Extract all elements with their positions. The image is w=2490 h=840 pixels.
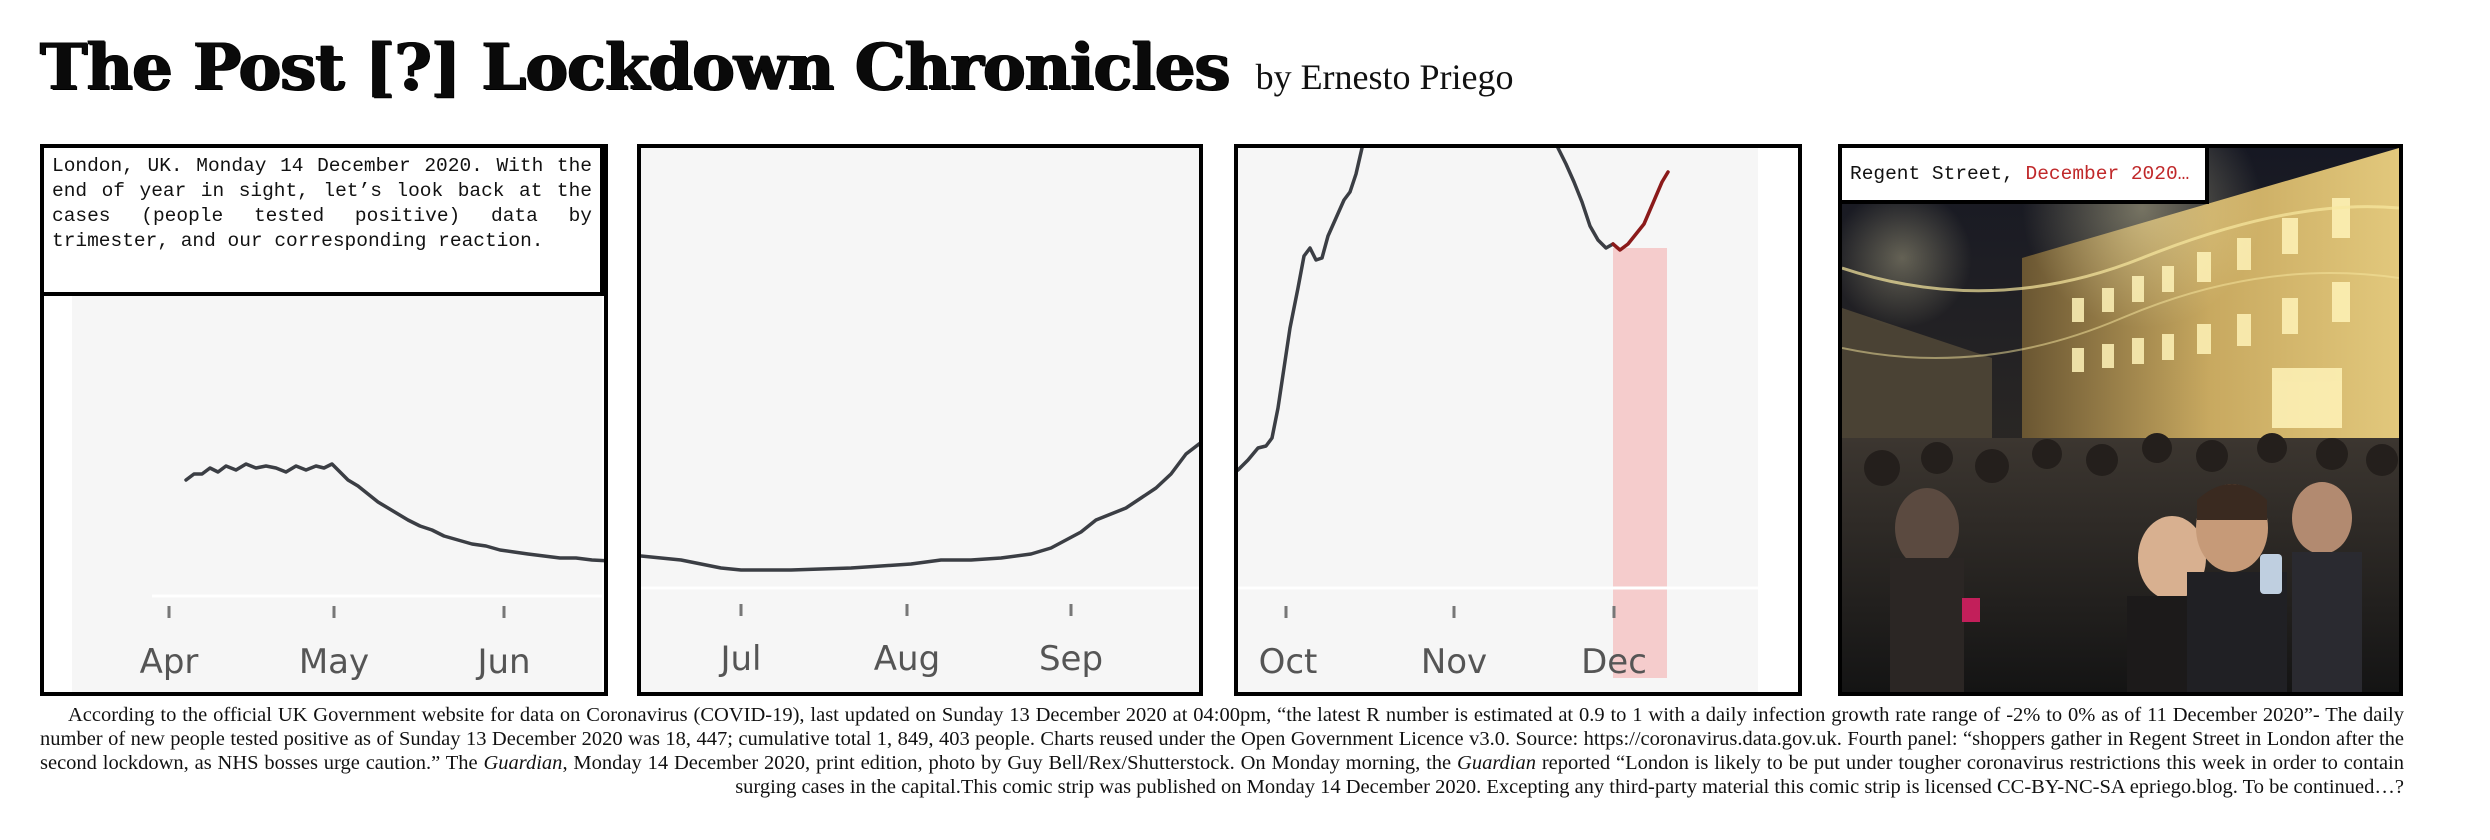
chart-background xyxy=(1238,148,1758,692)
tick-label-dec: Dec xyxy=(1581,642,1647,682)
cases-chart-oct-dec: Oct Nov Dec xyxy=(1238,148,1758,682)
header: The Post [?] Lockdown Chronicles by Erne… xyxy=(40,30,1514,120)
tick-label-oct: Oct xyxy=(1259,642,1318,682)
cases-chart-jul-sep: Jul Aug Sep xyxy=(641,442,1199,679)
cases-line-rise xyxy=(1238,148,1364,472)
footer-text-1: According to the official UK Government … xyxy=(40,704,2404,774)
footer-text-3: reported “London is likely to be put und… xyxy=(735,752,2405,798)
regent-street-photo xyxy=(1842,148,2399,692)
tick-label-may: May xyxy=(299,642,369,682)
panel-3: Oct Nov Dec xyxy=(1234,144,1802,696)
tick-label-apr: Apr xyxy=(140,642,199,682)
cases-line xyxy=(641,442,1199,572)
tick-label-aug: Aug xyxy=(874,639,940,679)
comic-title: The Post [?] Lockdown Chronicles xyxy=(40,30,1231,105)
tick-label-sep: Sep xyxy=(1039,639,1103,679)
photo-caption: Regent Street, December 2020… xyxy=(1842,148,2210,204)
guardian-title: Guardian xyxy=(483,752,563,774)
panel-1: Apr May Jun London, UK. Monday 14 Decemb… xyxy=(40,144,608,696)
footer-text-2: , Monday 14 December 2020, print edition… xyxy=(562,752,1458,774)
highlight-band xyxy=(1613,248,1667,678)
cases-line xyxy=(184,462,604,563)
tick-label-nov: Nov xyxy=(1421,642,1487,682)
tick-label-jun: Jun xyxy=(475,642,530,682)
chart-background xyxy=(641,148,1199,692)
byline: by Ernesto Priego xyxy=(1255,57,1514,97)
panel-1-caption: London, UK. Monday 14 December 2020. Wit… xyxy=(52,155,592,252)
guardian-title: Guardian xyxy=(1457,752,1536,774)
cases-line-recent xyxy=(1611,170,1670,252)
panel-4: Regent Street, December 2020… xyxy=(1838,144,2403,696)
tick-label-jul: Jul xyxy=(718,639,761,679)
caption-box: London, UK. Monday 14 December 2020. Wit… xyxy=(44,148,604,296)
caption-date: December 2020… xyxy=(2025,163,2190,185)
panel-2: Jul Aug Sep xyxy=(637,144,1203,696)
caption-place: Regent Street, xyxy=(1850,163,2026,185)
cases-line-fall xyxy=(1556,148,1615,250)
cases-chart-apr-jun: Apr May Jun xyxy=(140,462,604,682)
footer-notes: According to the official UK Government … xyxy=(40,703,2404,799)
